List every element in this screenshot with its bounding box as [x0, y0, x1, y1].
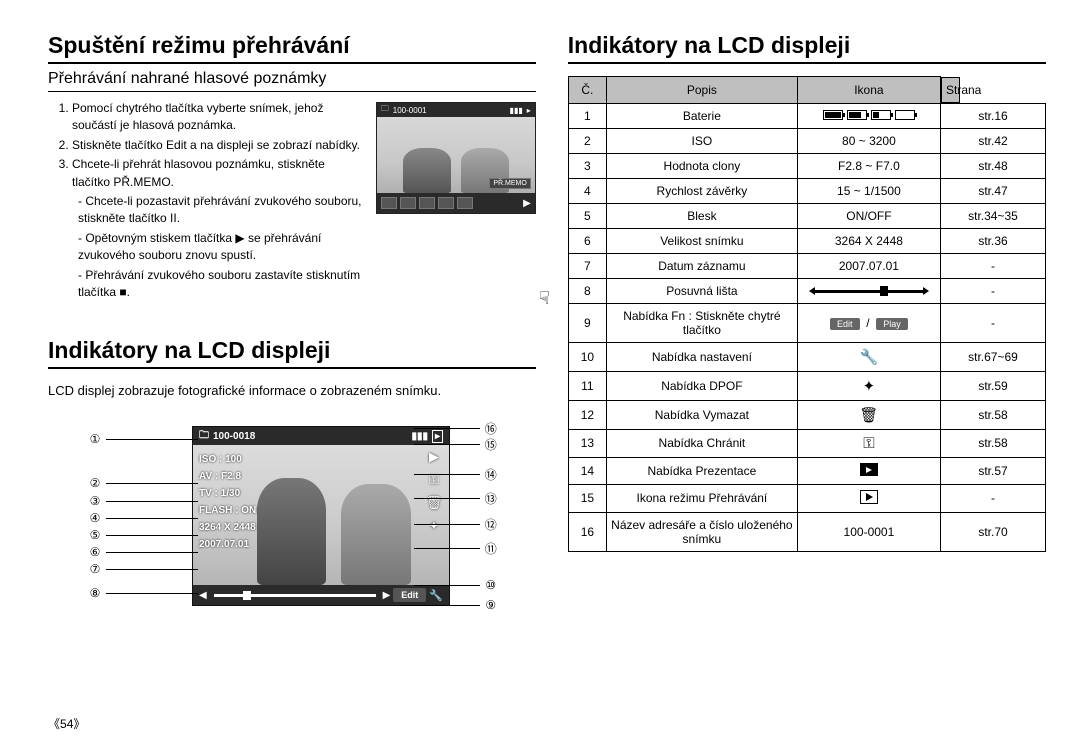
table-row: 14Nabídka Prezentacestr.57 [568, 457, 1045, 484]
lcd-screen: 🗀 100-0018 ▮▮▮ ▸ ISO : 100 AV : F2.8 TV … [192, 426, 450, 606]
heading-playback: Spuštění režimu přehrávání [48, 32, 536, 64]
callout-right: ⑬ [414, 490, 498, 507]
callout-left: ① [88, 432, 198, 446]
slider-right-arrow: ▶ [383, 590, 391, 601]
table-row: 11Nabídka DPOF✦str.59 [568, 371, 1045, 400]
callout-right: ⑪ [414, 540, 498, 557]
lcd-photo: ISO : 100 AV : F2.8 TV : 1/30 FLASH : ON… [193, 445, 449, 585]
table-row: 15Ikona režimu Přehrávání- [568, 484, 1045, 512]
memo-button-label: PŘ.MEMO [489, 178, 530, 189]
folder-icon: 🗀 [199, 428, 209, 445]
callout-left: ⑥ [88, 545, 198, 559]
page-number: 54 [48, 715, 85, 732]
step-3: Chcete-li přehrát hlasovou poznámku, sti… [72, 156, 366, 191]
callout-right: ⑯ [414, 420, 498, 437]
preview-top-bar: 🗀 100-0001 ▮▮▮ ▸ [377, 103, 535, 117]
callout-left: ⑧ [88, 586, 198, 600]
callout-left: ③ [88, 494, 198, 508]
step-2: Stiskněte tlačítko Edit a na displeji se… [72, 137, 366, 154]
callout-right: ⑨ [400, 598, 498, 612]
right-column: Indikátory na LCD displeji Č. Popis Ikon… [568, 32, 1046, 736]
step-1: Pomocí chytrého tlačítka vyberte snímek,… [72, 100, 366, 135]
lcd-folder-label: 100-0018 [213, 431, 255, 442]
preview-folder-label: 100-0001 [393, 106, 427, 115]
table-row: 12Nabídka Vymazat🗑str.58 [568, 400, 1045, 429]
callout-right: ⑩ [414, 578, 498, 592]
folder-icon: 🗀 [381, 103, 389, 117]
table-row: 2ISO80 ~ 3200str.42 [568, 128, 1045, 153]
play-icon: ▶ [523, 198, 531, 209]
substep-3: - Přehrávání zvukového souboru zastavíte… [78, 267, 366, 302]
table-row: 16Název adresáře a číslo uloženého snímk… [568, 512, 1045, 551]
lcd-top-bar: 🗀 100-0018 ▮▮▮ ▸ [193, 427, 449, 445]
th-page: Strana [941, 77, 960, 103]
table-row: 10Nabídka nastavení🔧str.67~69 [568, 342, 1045, 371]
table-row: 6Velikost snímku3264 X 2448str.36 [568, 228, 1045, 253]
preview-photo: PŘ.MEMO [377, 117, 535, 193]
callout-right: ⑫ [414, 516, 498, 533]
lcd-description: LCD displej zobrazuje fotografické infor… [48, 383, 536, 398]
table-row: 8Posuvná lišta- [568, 278, 1045, 303]
callout-left: ② [88, 476, 198, 490]
play-mode-icon: ▸ [527, 106, 531, 115]
callout-left: ⑤ [88, 528, 198, 542]
lcd-info-text: ISO : 100 AV : F2.8 TV : 1/30 FLASH : ON… [199, 451, 256, 553]
th-number: Č. [568, 77, 606, 104]
indicators-table: Č. Popis Ikona Strana 1Baterie str.162IS… [568, 76, 1046, 552]
callout-left: ④ [88, 511, 198, 525]
camera-preview-thumbnail: 🗀 100-0001 ▮▮▮ ▸ PŘ.MEMO ▶ [376, 102, 536, 214]
lcd-diagram: 🗀 100-0018 ▮▮▮ ▸ ISO : 100 AV : F2.8 TV … [48, 426, 536, 626]
instructions-block: Pomocí chytrého tlačítka vyberte snímek,… [48, 100, 536, 303]
table-row: 13Nabídka Chránit⚿str.58 [568, 429, 1045, 457]
subheading-voice-memo: Přehrávání nahrané hlasové poznámky [48, 70, 536, 92]
callout-left: ⑦ [88, 562, 198, 576]
manual-page: Spuštění režimu přehrávání Přehrávání na… [48, 32, 1046, 736]
preview-bottom-bar: ▶ [377, 193, 535, 213]
callout-right: ⑭ [414, 466, 498, 483]
table-row: 7Datum záznamu2007.07.01- [568, 253, 1045, 278]
substep-1: - Chcete-li pozastavit přehrávání zvukov… [78, 193, 366, 228]
sub-instructions: - Chcete-li pozastavit přehrávání zvukov… [66, 193, 366, 301]
hand-cursor-icon: ☟ [539, 288, 550, 309]
heading-lcd-indicators-right: Indikátory na LCD displeji [568, 32, 1046, 64]
table-row: 3Hodnota clonyF2.8 ~ F7.0str.48 [568, 153, 1045, 178]
slider-left-arrow: ◀ [199, 590, 207, 601]
battery-icon: ▮▮▮ [510, 106, 523, 115]
table-row: 9Nabídka Fn : Stiskněte chytré tlačítkoE… [568, 303, 1045, 342]
lcd-slider [214, 594, 376, 597]
th-desc: Popis [606, 77, 797, 104]
substep-2: - Opětovným stiskem tlačítka ▶ se přehrá… [78, 230, 366, 265]
instruction-text: Pomocí chytrého tlačítka vyberte snímek,… [48, 100, 366, 303]
table-row: 5BleskON/OFFstr.34~35 [568, 203, 1045, 228]
th-icon: Ikona [797, 77, 940, 104]
table-row: 4Rychlost závěrky15 ~ 1/1500str.47 [568, 178, 1045, 203]
left-column: Spuštění režimu přehrávání Přehrávání na… [48, 32, 536, 736]
callout-right: ⑮ [414, 436, 498, 453]
heading-lcd-indicators: Indikátory na LCD displeji [48, 337, 536, 369]
table-row: 1Baterie str.16 [568, 103, 1045, 128]
